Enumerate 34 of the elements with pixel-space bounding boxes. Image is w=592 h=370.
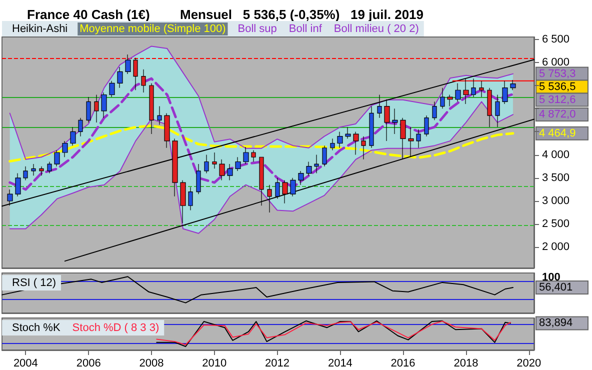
x-tick-label: 2004	[13, 358, 38, 370]
y-tick-label: 2 000	[542, 241, 570, 254]
annotation: 5 753,3	[539, 68, 576, 80]
annotation: 83,894	[539, 317, 573, 330]
text: Stoch %K	[12, 322, 61, 334]
x-tick-label: 2010	[202, 358, 227, 370]
text: Boll inf	[288, 23, 323, 35]
series-label: Stoch %D ( 8 3 3)	[72, 322, 160, 334]
x-tick-label: 2008	[139, 358, 164, 370]
chart-title: France 40 Cash (1€)	[27, 7, 150, 22]
y-tick-label: 3 000	[542, 195, 570, 208]
x-tick-label: 2016	[390, 358, 416, 370]
annotation: 56,401	[539, 282, 573, 294]
x-tick-label: 2018	[454, 358, 478, 370]
annotation: 4 464,9	[539, 127, 576, 140]
x-tick-label: 2014	[328, 358, 352, 370]
series-label: RSI ( 12)	[12, 277, 56, 289]
text: Boll milieu ( 20 2)	[334, 23, 419, 35]
text: Moyenne mobile (Simple 100)	[80, 23, 226, 35]
x-tick-label: 2020	[516, 358, 542, 370]
annotation: 5 536,5	[539, 80, 576, 93]
x-tick-label: 2012	[265, 358, 290, 370]
annotation: 4 872,0	[539, 108, 576, 121]
text: Boll sup	[238, 23, 277, 35]
text: 100	[542, 272, 560, 284]
annotation: 5 312,6	[539, 94, 576, 106]
y-tick-label: 2 500	[542, 218, 570, 230]
y-tick-label: 6 000	[542, 56, 570, 68]
x-tick-label: 2006	[76, 358, 101, 370]
y-tick-label: 6 500	[542, 33, 570, 46]
y-tick-label: 3 500	[542, 172, 570, 184]
text: Heikin-Ashi	[12, 23, 68, 35]
chart-subtitle: Mensuel 5 536,5 (-0,35%) 19 juil. 2019	[180, 7, 424, 22]
y-tick-label: 4 000	[542, 148, 570, 161]
